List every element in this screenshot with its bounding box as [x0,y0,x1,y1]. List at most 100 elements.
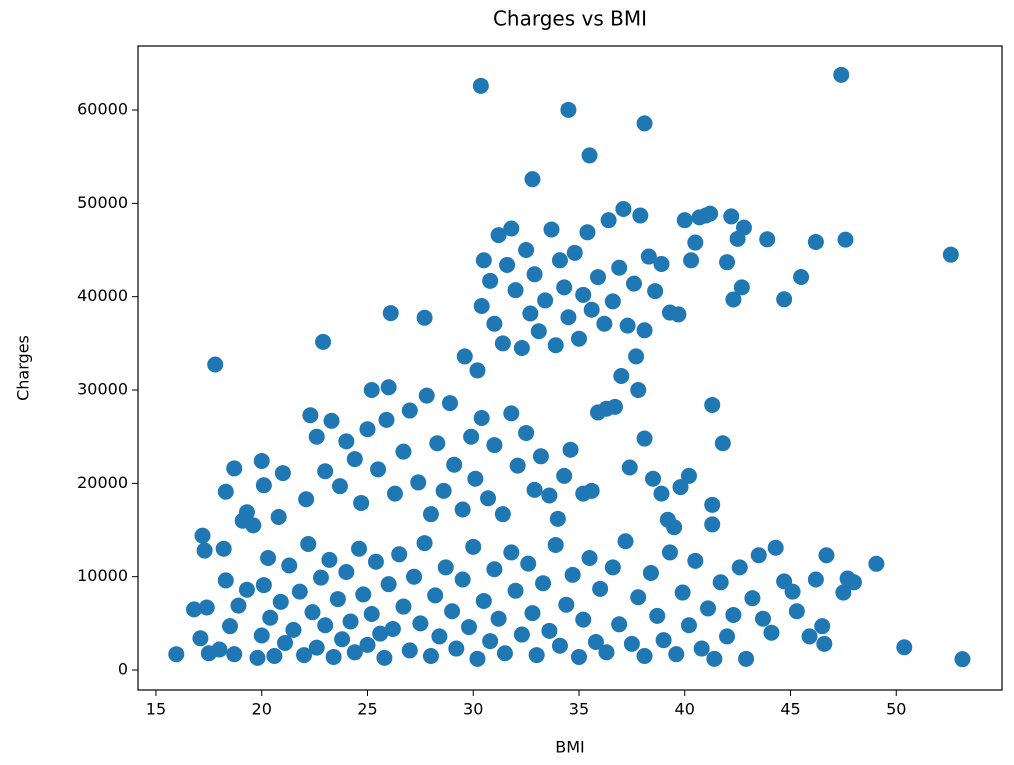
x-tick-label: 40 [675,700,695,719]
point [606,398,623,415]
point [323,412,340,429]
point [465,538,482,555]
point [270,508,287,525]
point [304,604,321,621]
plot-area [168,66,971,668]
point [621,459,638,476]
point [636,115,653,132]
x-tick-label: 35 [569,700,589,719]
point [469,362,486,379]
point [570,648,587,665]
point [615,200,632,217]
point [321,551,338,568]
point [494,335,511,352]
point [486,437,503,454]
point [416,535,433,552]
point [649,607,666,624]
point [560,101,577,118]
point [410,474,427,491]
point [581,550,598,567]
point [818,547,835,564]
point [372,625,389,642]
point [509,457,526,474]
point [704,516,721,533]
point [255,477,272,494]
point [186,601,203,618]
point [473,410,490,427]
point [435,482,452,499]
point [587,634,604,651]
point [472,77,489,94]
point [412,615,429,632]
point [325,648,342,665]
point [490,227,507,244]
point [463,428,480,445]
point [376,649,393,666]
point [733,279,750,296]
point [380,576,397,593]
point [807,233,824,250]
point [503,220,520,237]
point [346,451,363,468]
y-tick-label: 20000 [77,473,128,492]
point [382,305,399,322]
point [482,633,499,650]
point [520,555,537,572]
point [522,305,539,322]
y-tick-label: 30000 [77,380,128,399]
y-tick-label: 10000 [77,566,128,585]
point [551,637,568,654]
point [302,407,319,424]
point [645,470,662,487]
x-tick-label: 20 [252,700,272,719]
point [535,575,552,592]
point [668,646,685,663]
point [249,649,266,666]
point [537,292,554,309]
point [353,494,370,511]
point [801,628,818,645]
point [776,291,793,308]
point [272,593,289,610]
y-tick-label: 60000 [77,100,128,119]
point [611,259,628,276]
point [315,333,332,350]
point [262,609,279,626]
point [719,254,736,271]
point [524,605,541,622]
point [391,546,408,563]
point [954,651,971,668]
point [253,627,270,644]
point [363,606,380,623]
point [744,590,761,607]
point [551,252,568,269]
point [395,598,412,615]
y-tick-label: 50000 [77,193,128,212]
point [238,581,255,598]
point [670,306,687,323]
point [207,356,224,373]
point [702,205,719,222]
point [217,483,234,500]
point [655,632,672,649]
point [281,557,298,574]
point [217,572,234,589]
point [351,540,368,557]
point [613,368,630,385]
point [416,309,433,326]
point [816,635,833,652]
point [837,231,854,248]
point [475,252,492,269]
point [693,640,710,657]
point [291,583,308,600]
point [355,586,372,603]
point [583,482,600,499]
point [359,636,376,653]
x-tick-label: 25 [357,700,377,719]
point [835,584,852,601]
point [168,646,185,663]
point [454,501,471,518]
point [712,574,729,591]
